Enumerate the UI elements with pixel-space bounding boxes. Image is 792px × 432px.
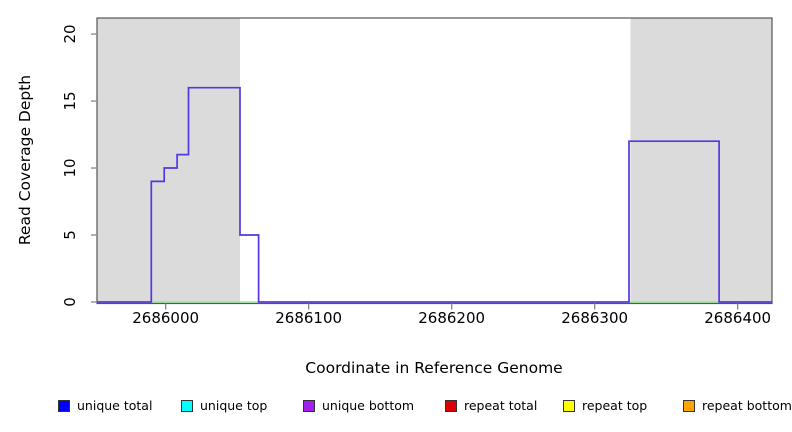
coverage-chart-canvas <box>91 17 773 310</box>
y-tick-label: 15 <box>61 91 79 111</box>
legend-item: unique top <box>181 398 267 413</box>
legend-item: unique bottom <box>303 398 414 413</box>
x-axis-title: Coordinate in Reference Genome <box>305 359 563 377</box>
x-tick-label: 2686300 <box>561 309 629 327</box>
legend-item: unique total <box>58 398 152 413</box>
y-axis-title: Read Coverage Depth <box>16 74 34 246</box>
legend-swatch-icon <box>563 399 575 412</box>
repeat-region-shading <box>630 18 772 304</box>
legend-item: repeat top <box>563 398 647 413</box>
legend-swatch-icon <box>58 399 70 412</box>
legend-swatch-icon <box>683 399 695 412</box>
x-tick-label: 2686000 <box>132 309 200 327</box>
x-tick-label: 2686100 <box>275 309 343 327</box>
legend-label: repeat top <box>582 398 648 413</box>
x-tick-label: 2686200 <box>418 309 486 327</box>
legend-item: repeat bottom <box>683 398 792 413</box>
legend-label: repeat total <box>464 398 538 413</box>
legend-swatch-icon <box>181 399 193 412</box>
legend-label: repeat bottom <box>702 398 792 413</box>
legend-label: unique bottom <box>322 398 415 413</box>
y-tick-label: 0 <box>61 297 79 307</box>
y-tick-label: 20 <box>61 24 79 44</box>
legend-label: unique top <box>200 398 268 413</box>
y-tick-label: 10 <box>61 158 79 178</box>
legend-swatch-icon <box>303 399 315 412</box>
legend-swatch-icon <box>445 399 457 412</box>
x-tick-label: 2686400 <box>704 309 772 327</box>
plot-border <box>96 17 773 305</box>
repeat-region-shading <box>97 18 241 304</box>
legend-label: unique total <box>77 398 153 413</box>
coverage-step-line <box>97 86 772 303</box>
legend-item: repeat total <box>445 398 537 413</box>
y-tick-label: 5 <box>61 230 79 240</box>
